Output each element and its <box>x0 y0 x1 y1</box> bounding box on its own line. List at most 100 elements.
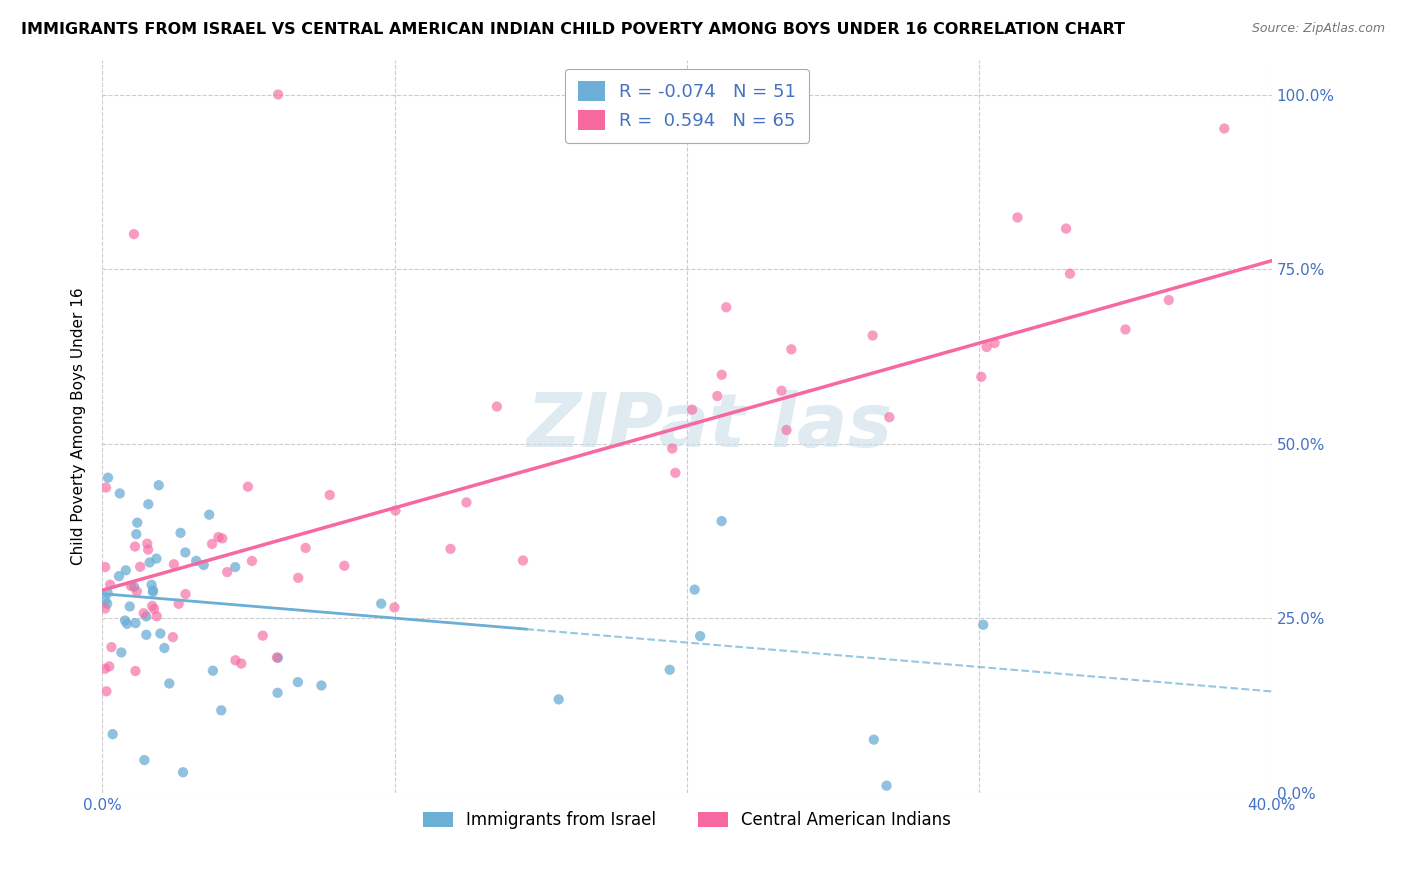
Point <box>167 597 190 611</box>
Point <box>211 532 233 546</box>
Point <box>98 659 121 673</box>
Point <box>157 676 180 690</box>
Point <box>141 578 163 592</box>
Point <box>333 558 356 573</box>
Point <box>1213 121 1236 136</box>
Point <box>136 542 159 557</box>
Point <box>122 227 145 241</box>
Point <box>96 684 118 698</box>
Point <box>124 540 146 554</box>
Point <box>149 626 172 640</box>
Point <box>780 343 803 357</box>
Point <box>775 423 797 437</box>
Point <box>98 577 121 591</box>
Point <box>683 582 706 597</box>
Point <box>439 541 461 556</box>
Point <box>266 650 288 665</box>
Point <box>163 558 186 572</box>
Point <box>319 488 342 502</box>
Point <box>125 527 148 541</box>
Point <box>153 640 176 655</box>
Point <box>94 560 117 574</box>
Point <box>198 508 221 522</box>
Point <box>135 628 157 642</box>
Point <box>236 480 259 494</box>
Point <box>118 599 141 614</box>
Point <box>122 580 145 594</box>
Point <box>231 657 253 671</box>
Point <box>287 675 309 690</box>
Point <box>658 663 681 677</box>
Text: ZIPat las: ZIPat las <box>527 390 893 463</box>
Point <box>114 563 136 577</box>
Point <box>145 551 167 566</box>
Point <box>94 601 117 615</box>
Point <box>970 369 993 384</box>
Point <box>983 336 1005 351</box>
Point <box>294 541 316 555</box>
Point <box>174 545 197 559</box>
Point <box>710 514 733 528</box>
Point <box>193 558 215 572</box>
Point <box>146 609 169 624</box>
Point <box>174 587 197 601</box>
Point <box>972 617 994 632</box>
Point <box>240 554 263 568</box>
Point <box>311 678 333 692</box>
Point <box>689 629 711 643</box>
Point <box>876 779 898 793</box>
Point <box>862 328 884 343</box>
Point <box>125 584 148 599</box>
Point <box>94 662 117 676</box>
Point <box>252 629 274 643</box>
Point <box>201 664 224 678</box>
Point <box>716 300 738 314</box>
Point <box>207 530 229 544</box>
Point <box>879 410 901 425</box>
Point <box>129 559 152 574</box>
Point <box>124 664 146 678</box>
Point <box>456 495 478 509</box>
Point <box>97 471 120 485</box>
Point <box>1007 211 1029 225</box>
Point <box>132 606 155 620</box>
Point <box>1114 322 1136 336</box>
Point <box>485 400 508 414</box>
Point <box>209 703 232 717</box>
Point <box>115 616 138 631</box>
Text: IMMIGRANTS FROM ISRAEL VS CENTRAL AMERICAN INDIAN CHILD POVERTY AMONG BOYS UNDER: IMMIGRANTS FROM ISRAEL VS CENTRAL AMERIC… <box>21 22 1125 37</box>
Point <box>681 402 703 417</box>
Point <box>266 686 288 700</box>
Point <box>770 384 793 398</box>
Point <box>862 732 884 747</box>
Point <box>127 516 149 530</box>
Point <box>267 650 290 665</box>
Point <box>143 602 166 616</box>
Point <box>661 442 683 456</box>
Point <box>224 653 246 667</box>
Point <box>108 569 131 583</box>
Point <box>169 525 191 540</box>
Point <box>100 640 122 654</box>
Point <box>142 585 165 599</box>
Point <box>120 579 142 593</box>
Point <box>267 87 290 102</box>
Point <box>114 614 136 628</box>
Point <box>664 466 686 480</box>
Point <box>172 765 194 780</box>
Point <box>96 597 118 611</box>
Point <box>370 597 392 611</box>
Point <box>224 560 246 574</box>
Point <box>186 554 208 568</box>
Point <box>217 565 239 579</box>
Point <box>384 600 406 615</box>
Point <box>124 616 146 631</box>
Point <box>97 586 120 600</box>
Point <box>148 478 170 492</box>
Point <box>512 553 534 567</box>
Point <box>706 389 728 403</box>
Point <box>1059 267 1081 281</box>
Point <box>142 583 165 598</box>
Point <box>94 593 117 607</box>
Point <box>287 571 309 585</box>
